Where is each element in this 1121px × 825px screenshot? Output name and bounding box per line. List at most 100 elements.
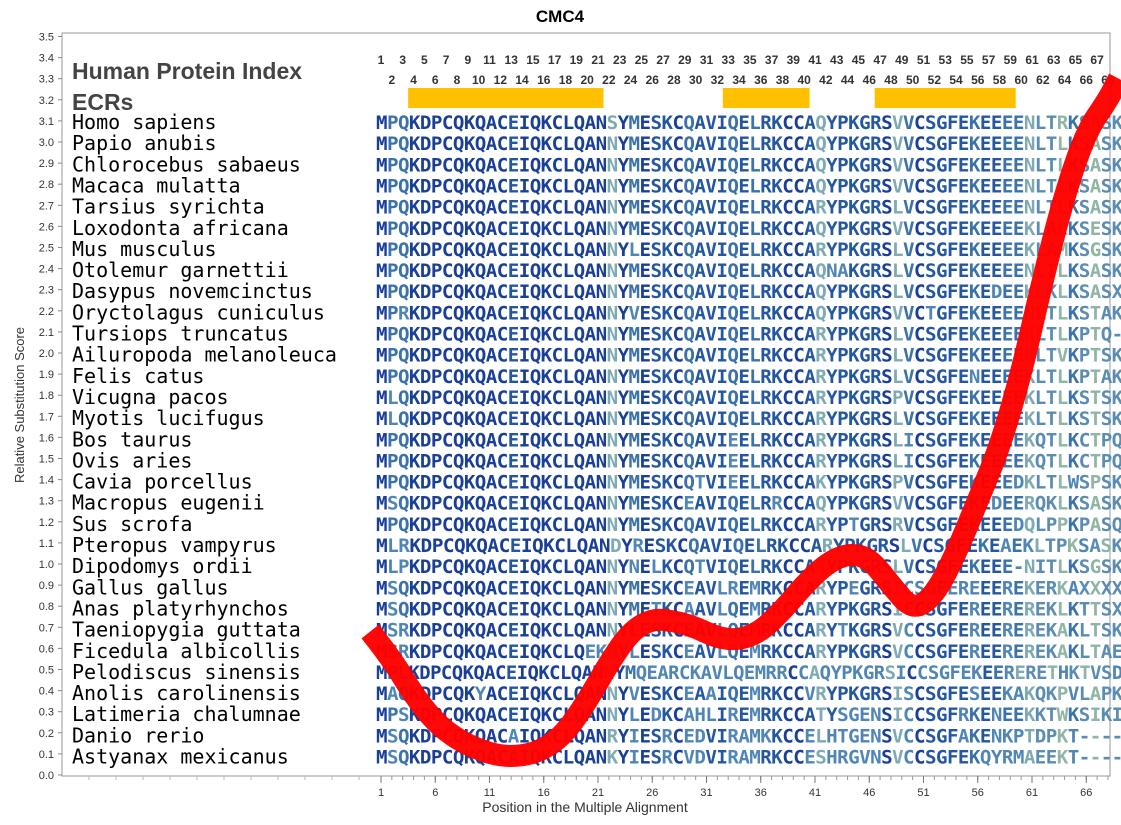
position-number: 52 — [928, 73, 942, 87]
y-tick-label: 3.0 — [39, 137, 54, 149]
position-number: 11 — [483, 53, 496, 67]
species-label: Tursiops truncatus — [72, 322, 289, 346]
position-number: 43 — [830, 53, 844, 67]
position-number: 1 — [378, 53, 385, 67]
y-tick-label: 2.3 — [39, 285, 54, 297]
y-tick-label: 1.2 — [39, 517, 54, 529]
position-number: 6 — [432, 73, 439, 87]
position-number: 10 — [472, 73, 486, 87]
chart-title: CMC4 — [536, 7, 585, 26]
y-tick-label: 3.4 — [39, 53, 54, 65]
species-label: Macropus eugenii — [72, 491, 265, 515]
position-number: 13 — [505, 53, 519, 67]
y-tick-label: 1.5 — [39, 454, 54, 466]
x-tick-label: 41 — [809, 787, 821, 799]
alignment-row: MPQKDPCQKQACEIQKCLQANNYMESKCQAVIQELRKCCA… — [376, 133, 1121, 155]
position-number: 34 — [732, 73, 746, 87]
y-tick-label: 1.7 — [39, 411, 54, 423]
position-number: 30 — [689, 73, 703, 87]
alignment-row: MPQKDPCQKQACEIQKCLQANNYMESKCQAVIQELRKCCA… — [376, 197, 1121, 219]
position-number: 4 — [410, 73, 417, 87]
alignment-row: MPQKDPCQKQACEIQKCLQANNYMESKCQTVIEELRKCCA… — [376, 472, 1121, 494]
y-axis: 0.0 0.1 0.2 0.3 0.4 0.5 0.6 0.7 0.8 0.9 1.0 1.1 1.2 1… — [39, 32, 62, 782]
x-tick-label: 46 — [863, 787, 875, 799]
position-number: 50 — [906, 73, 920, 87]
species-label: Danio rerio — [72, 723, 204, 747]
alignment-row: MPQKDPCQKQACEIQKCLQANNYMESKCQAVIQELRKCCA… — [376, 324, 1121, 346]
position-number: 15 — [526, 53, 540, 67]
position-number: 53 — [939, 53, 953, 67]
position-number: 66 — [1080, 73, 1094, 87]
position-number: 17 — [548, 53, 562, 67]
position-number: 46 — [863, 73, 877, 87]
y-tick-label: 3.5 — [39, 32, 54, 44]
position-number: 26 — [646, 73, 660, 87]
position-number: 45 — [852, 53, 866, 67]
alignment-row: MAQKDPCQKYACEIQKCLQANNYVESKCEAAIQEMRKCCV… — [376, 683, 1121, 705]
sequence-alignment: MPQKDPCQKQACEIQKCLQANSYMESKCQAVIQELRKCCA… — [376, 112, 1121, 769]
species-label: Cavia porcellus — [72, 470, 253, 494]
y-tick-label: 0.2 — [39, 728, 54, 740]
x-tick-label: 56 — [972, 787, 984, 799]
position-number: 54 — [949, 73, 963, 87]
alignment-row: MSQKDPCQKQACEIQKCLQANNYMESKCEAVLREMRKCCA… — [376, 577, 1121, 599]
position-number: 38 — [776, 73, 790, 87]
position-number: 22 — [602, 73, 616, 87]
ecr-bars — [408, 88, 1016, 108]
position-numbers: 1 3 5 7 9 11 13 15 17 19 21 23 25 27 29 31 33 35 37 39 41 43 4… — [378, 53, 1115, 87]
y-tick-label: 0.0 — [39, 770, 54, 782]
x-tick-label: 26 — [646, 787, 658, 799]
position-number: 3 — [399, 53, 406, 67]
y-tick-label: 0.8 — [39, 601, 54, 613]
y-tick-label: 0.9 — [39, 580, 54, 592]
x-tick-label: 6 — [432, 787, 438, 799]
x-axis: 1 6 11 16 21 26 31 36 41 46 51 56 61 66 — [88, 776, 1109, 799]
position-number: 18 — [559, 73, 573, 87]
alignment-row: MPQKDPCQKQACEIQKCLQANNYMESKCQAVIQELRKCCA… — [376, 366, 1121, 388]
position-number: 63 — [1047, 53, 1061, 67]
alignment-row: MPQKDPCQKQACEIQKCLQANNYMESKCQAVIQELRKCCA… — [376, 154, 1121, 176]
species-label: Ailuropoda melanoleuca — [72, 343, 337, 367]
position-number: 12 — [494, 73, 508, 87]
alignment-row: MPQKDPCQKQACEIQKCLQANNYLESKCQAVIQELRKCCA… — [376, 239, 1121, 261]
species-label: Dipodomys ordii — [72, 554, 253, 578]
index-title: Human Protein Index — [72, 58, 302, 84]
alignment-row: MPQKDPCQKQACEIQKCLQANNYMESKCQAVIEELRKCCA… — [376, 450, 1121, 472]
alignment-row: MPQKDPCQKQACEIQKCLQANSYMESKCQAVIQELRKCCA… — [376, 112, 1121, 134]
y-tick-label: 2.0 — [39, 348, 54, 360]
position-number: 60 — [1014, 73, 1028, 87]
species-label: Pelodiscus sinensis — [72, 660, 301, 684]
position-number: 9 — [464, 53, 471, 67]
species-label: Felis catus — [72, 364, 204, 388]
alignment-row: MPQKDPCQKQACEIQKCLQANNYMESKCQAVIQELRKCCA… — [376, 281, 1121, 303]
x-tick-label: 61 — [1026, 787, 1038, 799]
position-number: 16 — [537, 73, 551, 87]
species-label: Latimeria chalumnae — [72, 702, 301, 726]
species-label: Bos taurus — [72, 427, 192, 451]
position-number: 40 — [797, 73, 811, 87]
alignment-row: MLQKDPCQKQACEIQKCLQANNYMESKCQAVIQELRKCCA… — [376, 387, 1121, 409]
position-number: 56 — [971, 73, 985, 87]
position-number: 32 — [711, 73, 725, 87]
position-number: 57 — [982, 53, 996, 67]
x-tick-label: 11 — [484, 787, 495, 799]
y-tick-label: 3.2 — [39, 95, 54, 107]
position-number: 62 — [1036, 73, 1050, 87]
alignment-row: MLPKDPCQKQACEIQKCLQANNYNELKCQTVIQELRKCCA… — [376, 556, 1121, 578]
position-number: 44 — [841, 73, 855, 87]
position-number: 39 — [787, 53, 801, 67]
position-number: 41 — [808, 53, 822, 67]
x-tick-label: 36 — [755, 787, 767, 799]
y-tick-label: 0.6 — [39, 643, 54, 655]
y-tick-label: 2.9 — [39, 158, 54, 170]
series-line — [361, 73, 1121, 768]
position-number: 36 — [754, 73, 768, 87]
alignment-row: MPLKDPCQKQACEIQKCLQANNYMQEARCKAVLQEMRRCC… — [376, 662, 1121, 684]
y-tick-label: 3.1 — [39, 116, 54, 128]
plot-frame — [61, 32, 1111, 777]
y-tick-label: 1.1 — [39, 538, 54, 550]
species-label: Pteropus vampyrus — [72, 533, 277, 557]
position-number: 24 — [624, 73, 638, 87]
